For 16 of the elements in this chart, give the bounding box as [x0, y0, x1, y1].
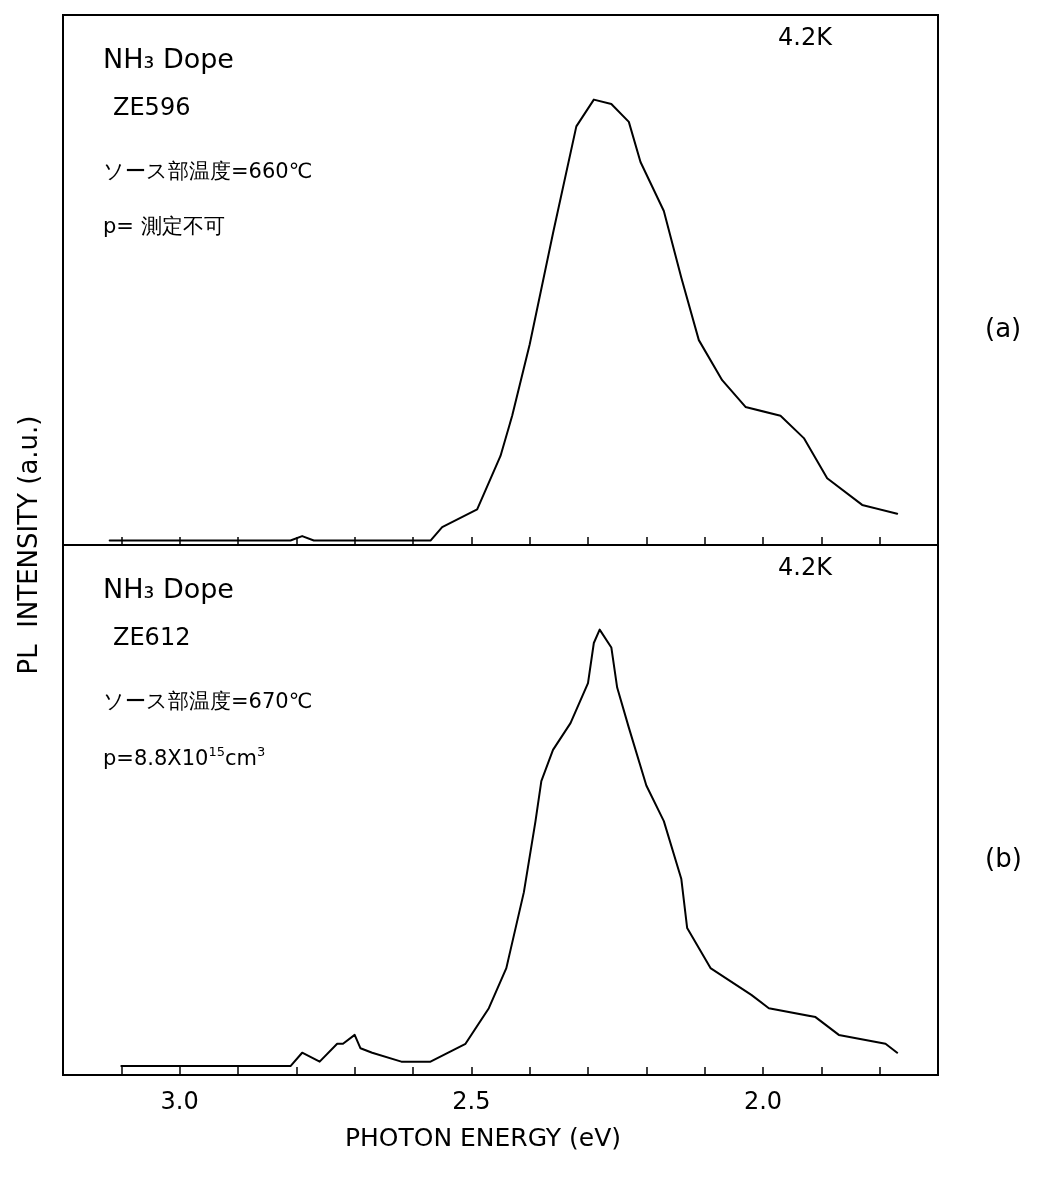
annotation: ZE612 — [113, 623, 191, 651]
text: (b) — [985, 843, 1022, 873]
x-tick-label: 2.0 — [743, 1087, 783, 1115]
text: 4.2K — [778, 553, 834, 581]
annotation: p= 測定不可 — [103, 213, 225, 238]
text: 4.2K — [778, 23, 834, 51]
x-tick-label: 2.5 — [452, 1087, 491, 1115]
annotation: ソース部温度=660℃ — [103, 158, 313, 183]
x-axis-title: PHOTON ENERGY (eV) — [344, 1122, 622, 1152]
annotation: ZE596 — [113, 93, 191, 121]
text: NH₃ Dope — [103, 43, 234, 74]
annotation: ソース部温度=670℃ — [103, 688, 313, 713]
text: (a) — [985, 313, 1022, 343]
x-tick-label: 3.0 — [160, 1087, 199, 1115]
y-axis-title: PL INTENSITY (a.u.) — [13, 415, 43, 675]
text: NH₃ Dope — [103, 573, 234, 604]
